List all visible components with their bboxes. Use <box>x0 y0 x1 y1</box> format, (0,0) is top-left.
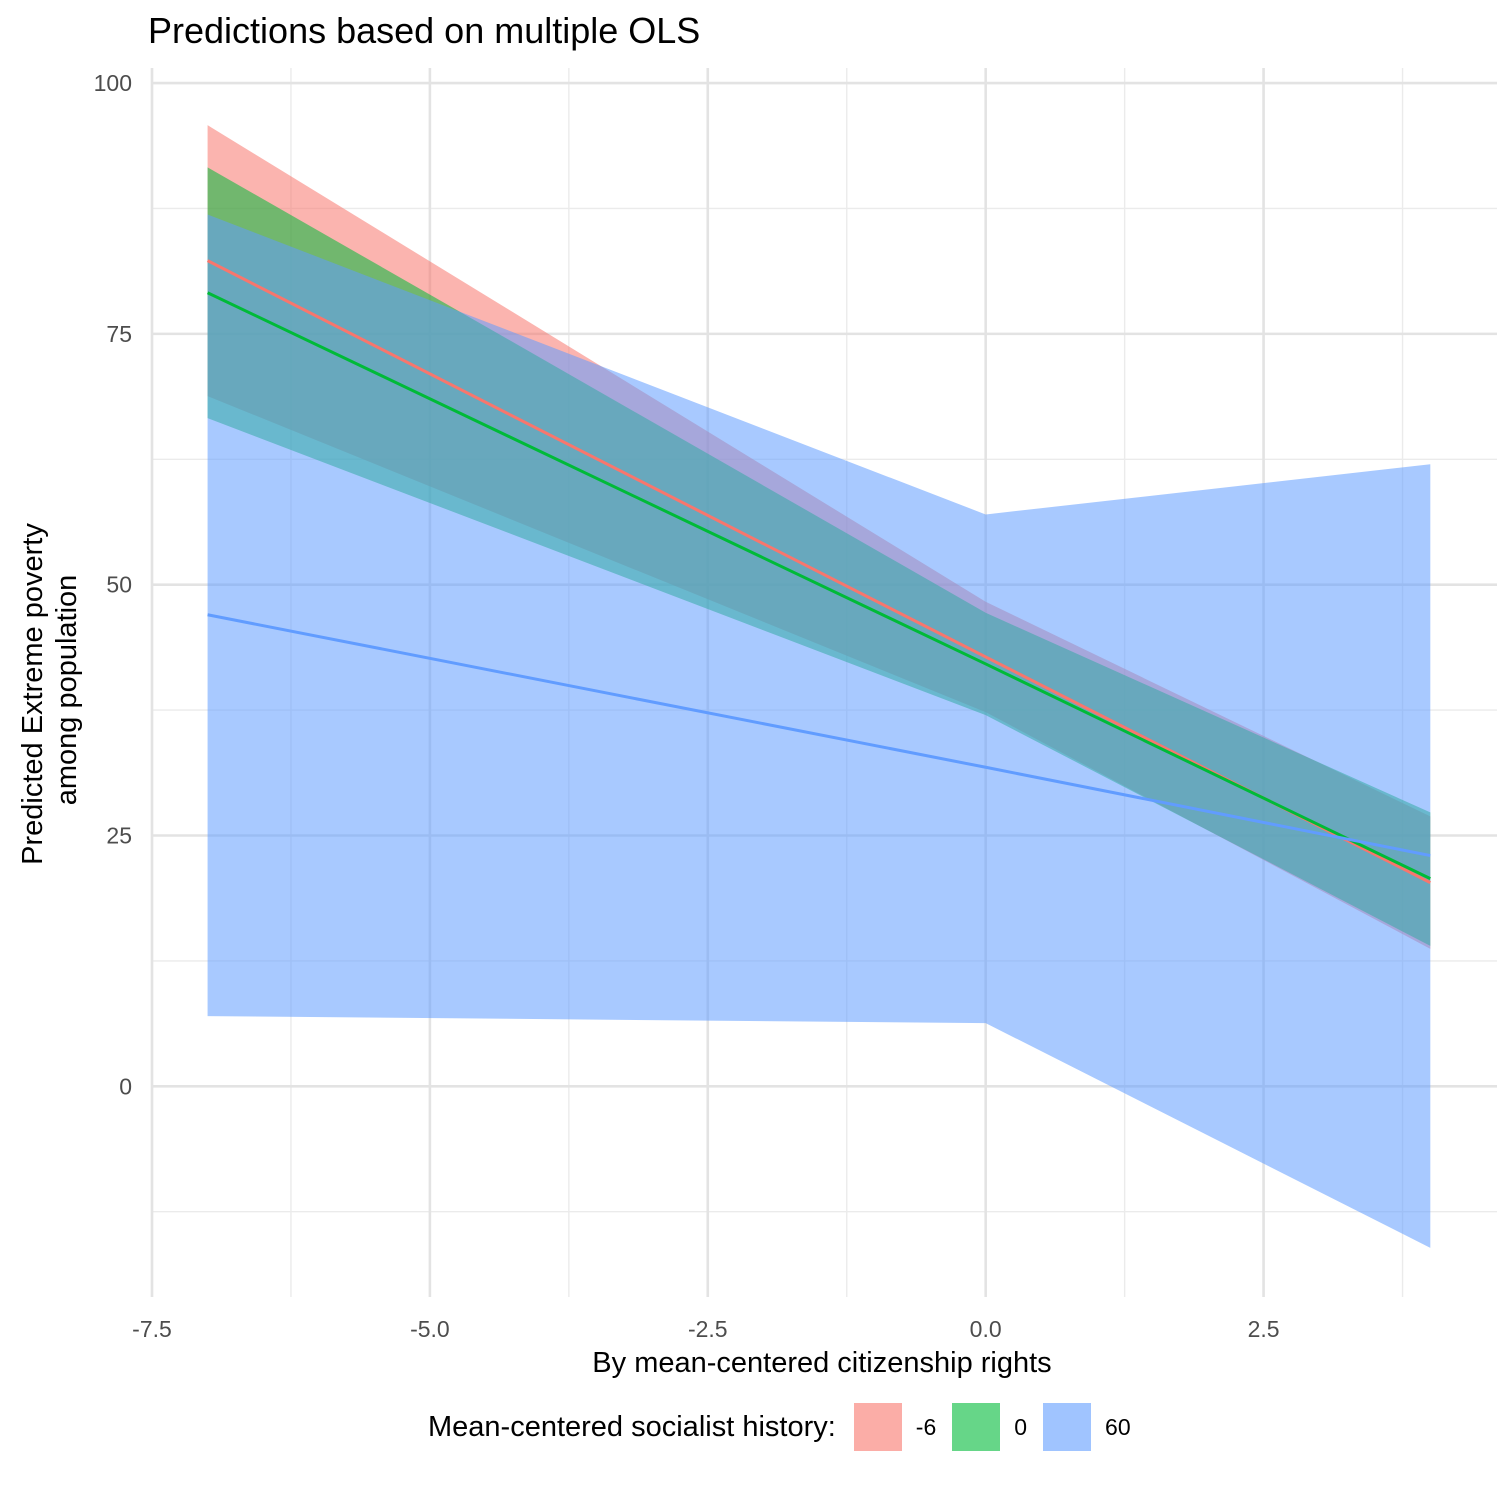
legend: Mean-centered socialist history: -6 0 60 <box>428 1402 1147 1452</box>
x-tick-label: -5.0 <box>410 1316 450 1342</box>
y-tick-label: 75 <box>106 321 132 347</box>
prediction-lines <box>206 259 1431 884</box>
legend-key-swatch <box>1043 1403 1092 1451</box>
x-tick-label: -7.5 <box>132 1316 172 1342</box>
legend-key-swatch <box>952 1403 1001 1451</box>
y-axis-tick-labels: 0 25 50 75 100 <box>94 70 132 1099</box>
legend-label: 0 <box>1014 1413 1028 1440</box>
x-axis-tick-labels: -7.5 -5.0 -2.5 0.0 2.5 <box>132 1316 1279 1342</box>
y-tick-label: 25 <box>106 822 132 848</box>
x-axis-title: By mean-centered citizenship rights <box>592 1347 1051 1379</box>
line-series-60 <box>207 613 1431 858</box>
y-axis-title-line-2: among population <box>51 575 83 806</box>
legend-key-swatch <box>853 1403 902 1451</box>
legend-items: -6 0 60 <box>853 1403 1147 1451</box>
legend-label: -6 <box>915 1413 937 1440</box>
y-tick-label: 50 <box>106 572 132 598</box>
x-tick-label: 2.5 <box>1248 1316 1280 1342</box>
legend-title: Mean-centered socialist history: <box>428 1410 836 1443</box>
line-series-0 <box>206 291 1431 880</box>
legend-item--6[interactable]: -6 <box>853 1403 937 1451</box>
ribbon-series-60 <box>207 214 1431 1248</box>
y-axis-title: Predicted Extreme poverty among populati… <box>17 515 83 865</box>
x-tick-label: 0.0 <box>970 1316 1002 1342</box>
y-tick-label: 0 <box>119 1073 132 1099</box>
y-tick-label: 100 <box>94 70 132 96</box>
legend-item-60[interactable]: 60 <box>1043 1403 1131 1451</box>
confidence-ribbons <box>207 125 1431 1248</box>
legend-item-0[interactable]: 0 <box>952 1403 1027 1451</box>
y-axis-title-line-1: Predicted Extreme poverty <box>17 523 49 865</box>
chart-title: Predictions based on multiple OLS <box>148 10 701 51</box>
legend-label: 60 <box>1105 1413 1131 1440</box>
x-tick-label: -2.5 <box>688 1316 728 1342</box>
